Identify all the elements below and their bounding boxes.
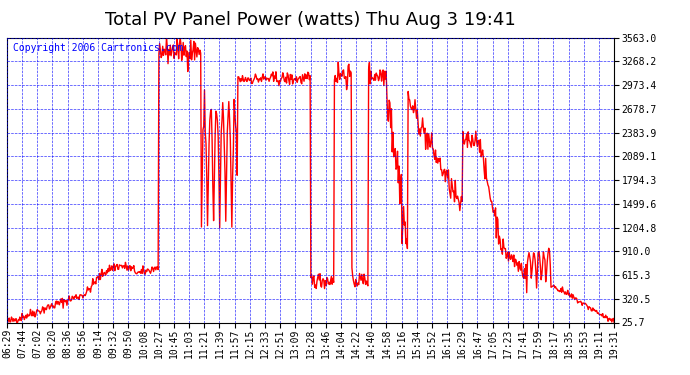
Text: Copyright 2006 Cartronics.com: Copyright 2006 Cartronics.com [13, 43, 184, 53]
Text: Total PV Panel Power (watts) Thu Aug 3 19:41: Total PV Panel Power (watts) Thu Aug 3 1… [105, 11, 516, 29]
